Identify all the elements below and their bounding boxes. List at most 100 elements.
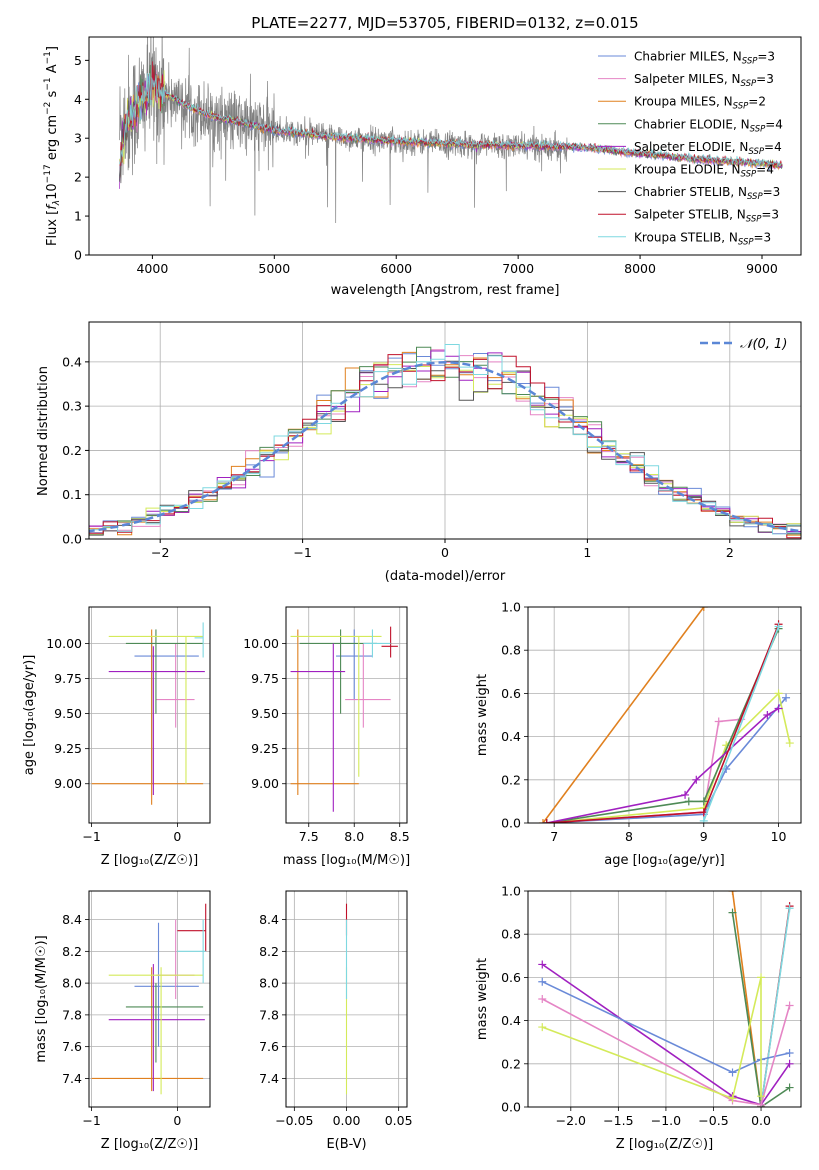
panel-weight-vs-age: 7 8 9 10 0.0 0.2 0.4 0.6 0.8 1.0 age [log₁₀(age/yr… [475,600,802,868]
legend-label-1: Salpeter MILES, NSSP=3 [634,72,774,89]
spectrum-ylabel: Flux [fλ10−17 erg cm−2 s−1 A−1] [43,46,62,246]
x-axis-label: Z [log₁₀(Z/Z☉)] [616,1137,713,1152]
x-tick-label: 8 [625,829,633,844]
panel-age-vs-mass: 7.5 8.0 8.5 9.00 9.25 9.50 9.75 10.00 mass [log₁… [243,606,410,868]
x-tick-label: 9000 [746,261,778,276]
x-tick-label: −1 [293,545,311,560]
x-tick-label: 0 [173,1113,181,1128]
x-tick-label: −2.0 [556,1113,586,1128]
y-tick-label: 0.4 [501,1013,521,1028]
panel-mass-vs-Z: −1 0 7.4 7.6 7.8 8.0 8.2 8.4 Z [log₁₀(Z/Z☉)] mass… [34,890,211,1152]
x-tick-label: 0 [173,829,181,844]
residuals-yticks: 0.0 0.1 0.2 0.3 0.4 [62,354,89,547]
legend-label-8: Kroupa STELIB, NSSP=3 [634,230,771,247]
weight-line-7 [542,977,762,1100]
x-tick-label: −0.05 [275,1113,313,1128]
residual-histogram-7 [89,354,801,539]
x-tick-label: −1.0 [651,1113,681,1128]
weight-marker-7-0 [699,816,708,823]
panel-mass-vs-ebv: −0.05 0.00 0.05 7.4 7.6 7.8 8.0 8.2 8.4 E(B-V) [259,890,413,1152]
panel-age-vs-Z: −1 0 9.00 9.25 9.50 9.75 10.00 Z [log₁₀(Z/Z☉)] a… [22,606,211,868]
normal-legend-label: 𝒩(0, 1) [740,337,787,352]
weight-marker-1-3 [782,693,791,702]
y-tick-label: 0 [74,248,82,263]
axes-frame [88,606,211,824]
y-tick-label: 0.6 [501,970,521,985]
weight-marker-6-2 [757,1100,766,1107]
y-axis-label: mass weight [475,674,490,756]
spectrum-title: PLATE=2277, MJD=53705, FIBERID=0132, z=0… [251,14,638,32]
weight-marker-5-2 [692,775,701,784]
y-tick-label: 7.4 [62,1071,82,1086]
y-tick-label: 9.25 [251,741,279,756]
legend-label-5: Kroupa ELODIE, NSSP=4 [634,163,774,180]
y-tick-label: 9.50 [54,706,82,721]
legend-label-0: Chabrier MILES, NSSP=3 [634,50,775,67]
weight-marker-5-1 [728,1068,737,1077]
weight-marker-6-0 [538,995,547,1003]
weight-marker-0-1 [699,607,708,611]
x-tick-label: 10 [771,829,787,844]
x-tick-label: 7000 [502,261,534,276]
y-tick-label: 4 [74,92,82,107]
y-tick-label: 7.6 [259,1039,279,1054]
weight-marker-1-2 [785,1083,794,1092]
weight-line-4 [541,963,791,1106]
weight-marker-5-3 [763,711,772,719]
x-axis-label: Z [log₁₀(Z/Z☉)] [101,1137,198,1152]
y-tick-label: 0.2 [62,443,82,458]
weight-lines [538,891,794,1107]
errorbar-marks [290,626,398,812]
weight-marker-5-0 [538,977,547,986]
x-tick-label: 7.5 [299,829,319,844]
weight-marker-7-0 [538,1023,547,1032]
y-tick-label: 10.00 [46,636,82,651]
y-axis-label: mass [log₁₀(M/M☉)] [34,935,49,1062]
x-axis-label: Z [log₁₀(Z/Z☉)] [101,853,198,868]
y-tick-label: 5 [74,53,82,68]
y-tick-label: 8.2 [62,944,82,959]
weight-line-6 [546,624,780,823]
y-tick-label: 7.6 [62,1039,82,1054]
spectrum-panel: PLATE=2277, MJD=53705, FIBERID=0132, z=0… [43,14,802,298]
panel-weight-vs-Z: −2.0 −1.5 −1.0 −0.5 0.0 0.0 0.2 0.4 0.6 0.8 1.0 Z [… [475,884,802,1152]
x-axis-label: age [log₁₀(age/yr)] [604,853,725,868]
x-tick-label: 7 [550,829,558,844]
y-tick-label: 0.8 [501,643,521,658]
weight-marker-0-0 [728,891,737,895]
residuals-xlabel: (data-model)/error [385,569,506,584]
legend-label-6: Chabrier STELIB, NSSP=3 [634,185,780,202]
weight-line-7 [703,626,780,822]
x-tick-label: 8.5 [390,829,410,844]
axes-frame [285,890,408,1108]
residuals-ylabel: Normed distribution [36,366,51,496]
y-tick-label: 0.3 [62,399,82,414]
axes-frame [527,890,802,1108]
y-tick-label: 9.50 [251,706,279,721]
weight-line-3 [760,908,791,1107]
spectrum-xticks: 4000 5000 6000 7000 8000 9000 [136,255,778,276]
x-tick-label: −1 [82,1113,100,1128]
y-tick-label: 9.75 [54,671,82,686]
weight-line-6 [541,998,791,1106]
y-tick-label: 9.00 [54,776,82,791]
weight-marker-1-0 [728,908,737,917]
x-tick-label: 8.0 [344,829,364,844]
x-tick-label: −1.5 [603,1113,633,1128]
weight-marker-7-2 [757,973,766,982]
weight-marker-4-0 [538,960,547,969]
y-tick-label: 1.0 [501,600,521,615]
x-tick-label: 9 [700,829,708,844]
axes-frame [527,606,802,824]
axes-frame [88,890,211,1108]
weight-marker-4-1 [684,797,693,806]
weight-marker-4-2 [699,797,708,806]
y-tick-label: 0.0 [501,816,521,831]
x-tick-label: 0 [441,545,449,560]
weight-marker-3-4 [785,739,794,748]
y-tick-label: 7.8 [62,1007,82,1022]
weight-marker-7-3 [757,1092,766,1101]
y-tick-label: 0.4 [501,729,521,744]
y-axis-label: mass weight [475,958,490,1040]
